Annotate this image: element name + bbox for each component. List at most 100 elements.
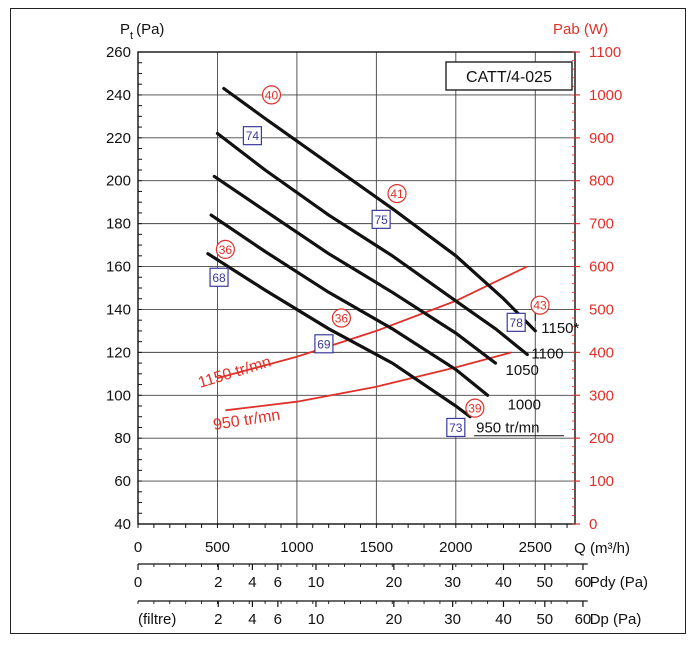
dp-scale-tick-label: 4 — [248, 611, 256, 628]
y-axis-label-unit: (Pa) — [136, 21, 164, 38]
sound-marker-blue-label: 73 — [449, 421, 463, 435]
pdy-scale-tick-label: 4 — [248, 574, 256, 591]
y-tick-label: 120 — [106, 344, 131, 361]
pressure-curve-label: 950 tr/mn — [476, 420, 539, 437]
sound-marker-red — [465, 398, 485, 418]
y-tick-label: 160 — [106, 259, 131, 276]
sound-marker-red-label: 43 — [533, 299, 547, 313]
y2-axis-label: Pab (W) — [553, 21, 608, 38]
pdy-scale-tick-label: 60 — [575, 574, 592, 591]
pdy-scale-tick-label: 30 — [444, 574, 461, 591]
y2-tick-label: 1100 — [589, 44, 621, 61]
dp-scale-tick-label: 2 — [214, 611, 222, 628]
sound-marker-blue-label: 75 — [374, 213, 388, 227]
y2-tick-label: 100 — [589, 473, 614, 490]
pdy-scale-tick-label: 0 — [134, 574, 142, 591]
sound-marker-red-label: 36 — [219, 243, 233, 257]
power-curve — [217, 265, 528, 379]
x-tick-label: 2500 — [519, 539, 552, 556]
y-tick-label: 240 — [106, 87, 131, 104]
pressure-curve-label: 1150* — [541, 320, 579, 337]
dp-scale-tick-label: 50 — [536, 611, 553, 628]
pdy-scale-tick-label: 20 — [385, 574, 402, 591]
title-box-border — [445, 61, 573, 91]
power-curve-label: 1150 tr/mn — [196, 353, 273, 391]
sound-marker-blue — [314, 334, 334, 354]
y2-tick-label: 800 — [589, 173, 614, 190]
dp-scale-tick-label: 30 — [444, 611, 461, 628]
sound-marker-red — [530, 295, 550, 315]
sound-marker-red — [331, 308, 352, 328]
y-tick-label: 40 — [114, 516, 131, 533]
y-tick-label: 100 — [106, 387, 131, 404]
x-tick-label: 2000 — [439, 539, 472, 556]
y-tick-label: 80 — [114, 430, 131, 447]
y2-tick-label: 200 — [589, 430, 614, 447]
pressure-curve — [206, 252, 472, 419]
pressure-curve — [222, 86, 537, 333]
sound-marker-blue — [506, 312, 526, 332]
sound-markers: 40 41 36 36 43 39 74 75 68 69 78 73 — [209, 85, 550, 438]
pressure-curve — [212, 174, 498, 365]
power-curve — [225, 351, 512, 412]
dp-scale-tick-label: 6 — [274, 611, 282, 628]
dp-scale-tick-label: 60 — [575, 611, 592, 628]
sound-marker-red — [215, 239, 235, 259]
dp-scale-tick-label: 40 — [495, 611, 512, 628]
sound-marker-blue-label: 69 — [317, 337, 331, 351]
y-tick-label: 220 — [106, 130, 131, 147]
chart-frame — [10, 8, 686, 634]
dp-scale-label: Dp (Pa) — [590, 611, 642, 628]
sound-marker-red-label: 36 — [335, 312, 349, 326]
axes: 40 60 80 100 120 140 160 180 200 220 240 260 0 500 100… — [106, 44, 622, 556]
y2-tick-label: 700 — [589, 216, 614, 233]
x-tick-label: 0 — [134, 539, 142, 556]
x-tick-label: 1000 — [280, 539, 313, 556]
dp-scale-prefix: (filtre) — [138, 611, 176, 628]
power-curve-label: 950 tr/mn — [212, 407, 281, 434]
sound-marker-blue — [209, 267, 229, 287]
y-axis-label: Pt (Pa) — [120, 21, 164, 42]
y2-tick-label: 500 — [589, 301, 614, 318]
sound-marker-red-label: 39 — [468, 402, 482, 416]
sound-marker-red-label: 41 — [390, 187, 404, 201]
sound-marker-blue-label: 68 — [212, 271, 226, 285]
y2-tick-label: 0 — [589, 516, 597, 533]
pdy-scale-label: Pdy (Pa) — [590, 574, 648, 591]
y2-tick-label: 300 — [589, 387, 614, 404]
y2-tick-label: 600 — [589, 259, 614, 276]
sound-marker-blue-label: 74 — [246, 129, 260, 143]
y2-tick-label: 400 — [589, 344, 614, 361]
sound-marker-blue — [371, 209, 391, 229]
chart-title: CATT/4-025 — [466, 69, 552, 86]
x-axis-label: Q (m³/h) — [574, 540, 630, 557]
pressure-curve-label: 1050 — [506, 362, 539, 379]
pdy-scale-tick-label: 6 — [274, 574, 282, 591]
y-tick-label: 200 — [106, 173, 131, 190]
pdy-scale-tick-label: 2 — [214, 574, 222, 591]
sound-marker-blue — [446, 417, 466, 438]
y2-tick-label: 900 — [589, 130, 614, 147]
pressure-curve — [209, 213, 490, 397]
sound-marker-red — [387, 184, 407, 204]
y-tick-label: 180 — [106, 216, 131, 233]
sound-marker-red — [261, 85, 282, 105]
x-tick-label: 1500 — [360, 539, 393, 556]
dp-scale-tick-label: 10 — [308, 611, 325, 628]
sound-marker-blue — [242, 126, 263, 146]
y-axis-label-main: P — [120, 21, 130, 38]
pressure-curve-label: 1100 — [531, 346, 563, 363]
y-tick-label: 60 — [114, 473, 131, 490]
y-axis-label-sub: t — [130, 30, 133, 42]
y2-tick-label: 1000 — [589, 87, 622, 104]
y-tick-label: 260 — [106, 44, 131, 61]
pressure-curve-label: 1000 — [508, 396, 541, 413]
grid — [137, 51, 575, 525]
dp-scale-tick-label: 20 — [385, 611, 402, 628]
sound-marker-red-label: 40 — [265, 88, 279, 102]
x-tick-label: 500 — [205, 539, 230, 556]
title-box: CATT/4-025 — [445, 61, 573, 91]
plot-border — [137, 51, 576, 525]
